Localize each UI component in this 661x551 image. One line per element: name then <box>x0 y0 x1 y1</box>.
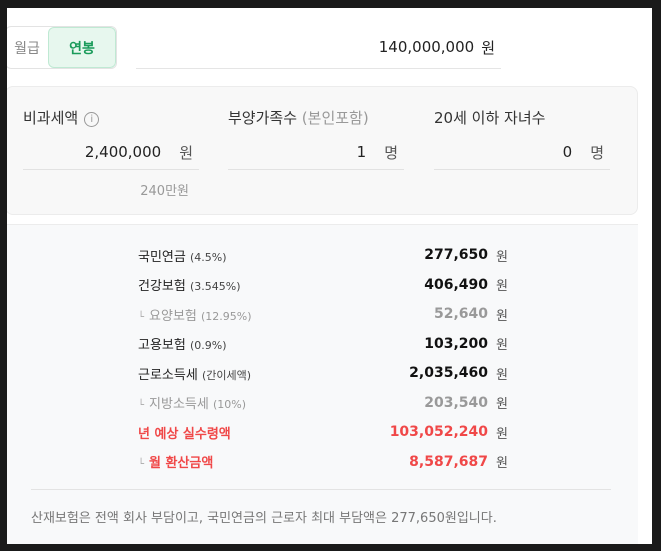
result-unit: 원 <box>496 456 508 471</box>
result-row: └ 지방소득세 (10%) 203,540 원 <box>138 392 508 414</box>
result-row: 년 예상 실수령액 103,052,240 원 <box>138 421 508 443</box>
divider <box>31 489 611 490</box>
result-label: 건강보험 <box>138 279 186 294</box>
pay-type-toggle: 월급 연봉 <box>7 26 117 69</box>
salary-value: 140,000,000 <box>378 38 475 56</box>
footer-note: 산재보험은 전액 회사 부담이고, 국민연금의 근로자 최대 부담액은 277,… <box>31 511 497 526</box>
nontax-input[interactable]: 2,400,000 원 <box>23 135 199 170</box>
result-label: 근로소득세 <box>138 367 198 383</box>
branch-icon: └ <box>138 311 145 323</box>
result-rate: (10%) <box>212 398 247 411</box>
result-label: 요양보험 <box>149 308 197 324</box>
nontax-hint: 240만원 <box>140 184 189 199</box>
result-label: 월 환산금액 <box>149 456 214 471</box>
salary-calculator: 월급 연봉 140,000,000 원 비과세액 i 2,400,000 원 240… <box>7 8 652 544</box>
result-name: └ 요양보험 (12.95%) <box>138 305 434 324</box>
dependents-sublabel: (본인포함) <box>301 109 369 127</box>
result-label: 지방소득세 <box>149 397 209 412</box>
result-value: 277,650 <box>424 247 488 263</box>
result-row: 국민연금 (4.5%) 277,650 원 <box>138 244 508 266</box>
result-value: 203,540 <box>424 394 488 411</box>
result-row: └ 요양보험 (12.95%) 52,640 원 <box>138 303 508 325</box>
result-unit: 원 <box>496 397 508 412</box>
branch-icon: └ <box>138 400 145 411</box>
result-unit: 원 <box>496 338 508 353</box>
children-label: 20세 이하 자녀수 <box>434 109 546 127</box>
result-value: 8,587,687 <box>409 453 488 470</box>
dependents-value: 1 <box>356 143 367 161</box>
result-row: └ 월 환산금액 8,587,687 원 <box>138 451 508 473</box>
tab-annual[interactable]: 연봉 <box>48 27 116 68</box>
nontax-label: 비과세액 <box>23 109 79 127</box>
result-name: └ 지방소득세 (10%) <box>138 393 424 412</box>
nontax-value: 2,400,000 <box>84 143 162 161</box>
result-row: 근로소득세 (간이세액) 2,035,460 원 <box>138 362 508 384</box>
result-unit: 원 <box>496 308 508 324</box>
result-name: 년 예상 실수령액 <box>138 423 390 442</box>
result-rate: (3.545%) <box>189 280 241 293</box>
result-value: 103,200 <box>424 335 488 352</box>
result-unit: 원 <box>496 367 508 383</box>
result-row: 고용보험 (0.9%) 103,200 원 <box>138 333 508 355</box>
result-value: 406,490 <box>424 276 488 293</box>
result-unit: 원 <box>496 249 508 265</box>
result-name: 근로소득세 (간이세액) <box>138 364 409 383</box>
salary-unit: 원 <box>481 38 495 57</box>
result-name: 건강보험 (3.545%) <box>138 275 424 294</box>
result-name: └ 월 환산금액 <box>138 452 409 471</box>
result-label: 년 예상 실수령액 <box>138 426 231 442</box>
result-label: 국민연금 <box>138 249 186 265</box>
dependents-label: 부양가족수 <box>228 109 298 127</box>
result-value: 52,640 <box>433 306 488 322</box>
result-unit: 원 <box>496 426 508 442</box>
result-label: 고용보험 <box>138 338 186 353</box>
results-panel: 국민연금 (4.5%) 277,650 원 건강보험 (3.545%) 406,490 원… <box>7 224 638 544</box>
info-icon[interactable]: i <box>84 112 100 127</box>
result-value: 103,052,240 <box>389 424 488 440</box>
tab-monthly[interactable]: 월급 <box>14 40 40 57</box>
result-rate: (0.9%) <box>189 339 227 352</box>
nontax-unit: 원 <box>179 143 193 162</box>
result-rate: (간이세액) <box>201 368 252 382</box>
result-value: 2,035,460 <box>409 365 488 381</box>
result-name: 국민연금 (4.5%) <box>138 246 424 265</box>
children-value: 0 <box>562 143 573 161</box>
result-row: 건강보험 (3.545%) 406,490 원 <box>138 274 508 296</box>
result-rate: (4.5%) <box>189 250 227 264</box>
salary-input[interactable]: 140,000,000 원 <box>136 26 501 69</box>
children-unit: 명 <box>590 143 604 162</box>
result-unit: 원 <box>496 279 508 294</box>
branch-icon: └ <box>138 459 145 470</box>
result-name: 고용보험 (0.9%) <box>138 334 424 353</box>
result-rate: (12.95%) <box>201 309 252 323</box>
dependents-unit: 명 <box>384 143 398 162</box>
